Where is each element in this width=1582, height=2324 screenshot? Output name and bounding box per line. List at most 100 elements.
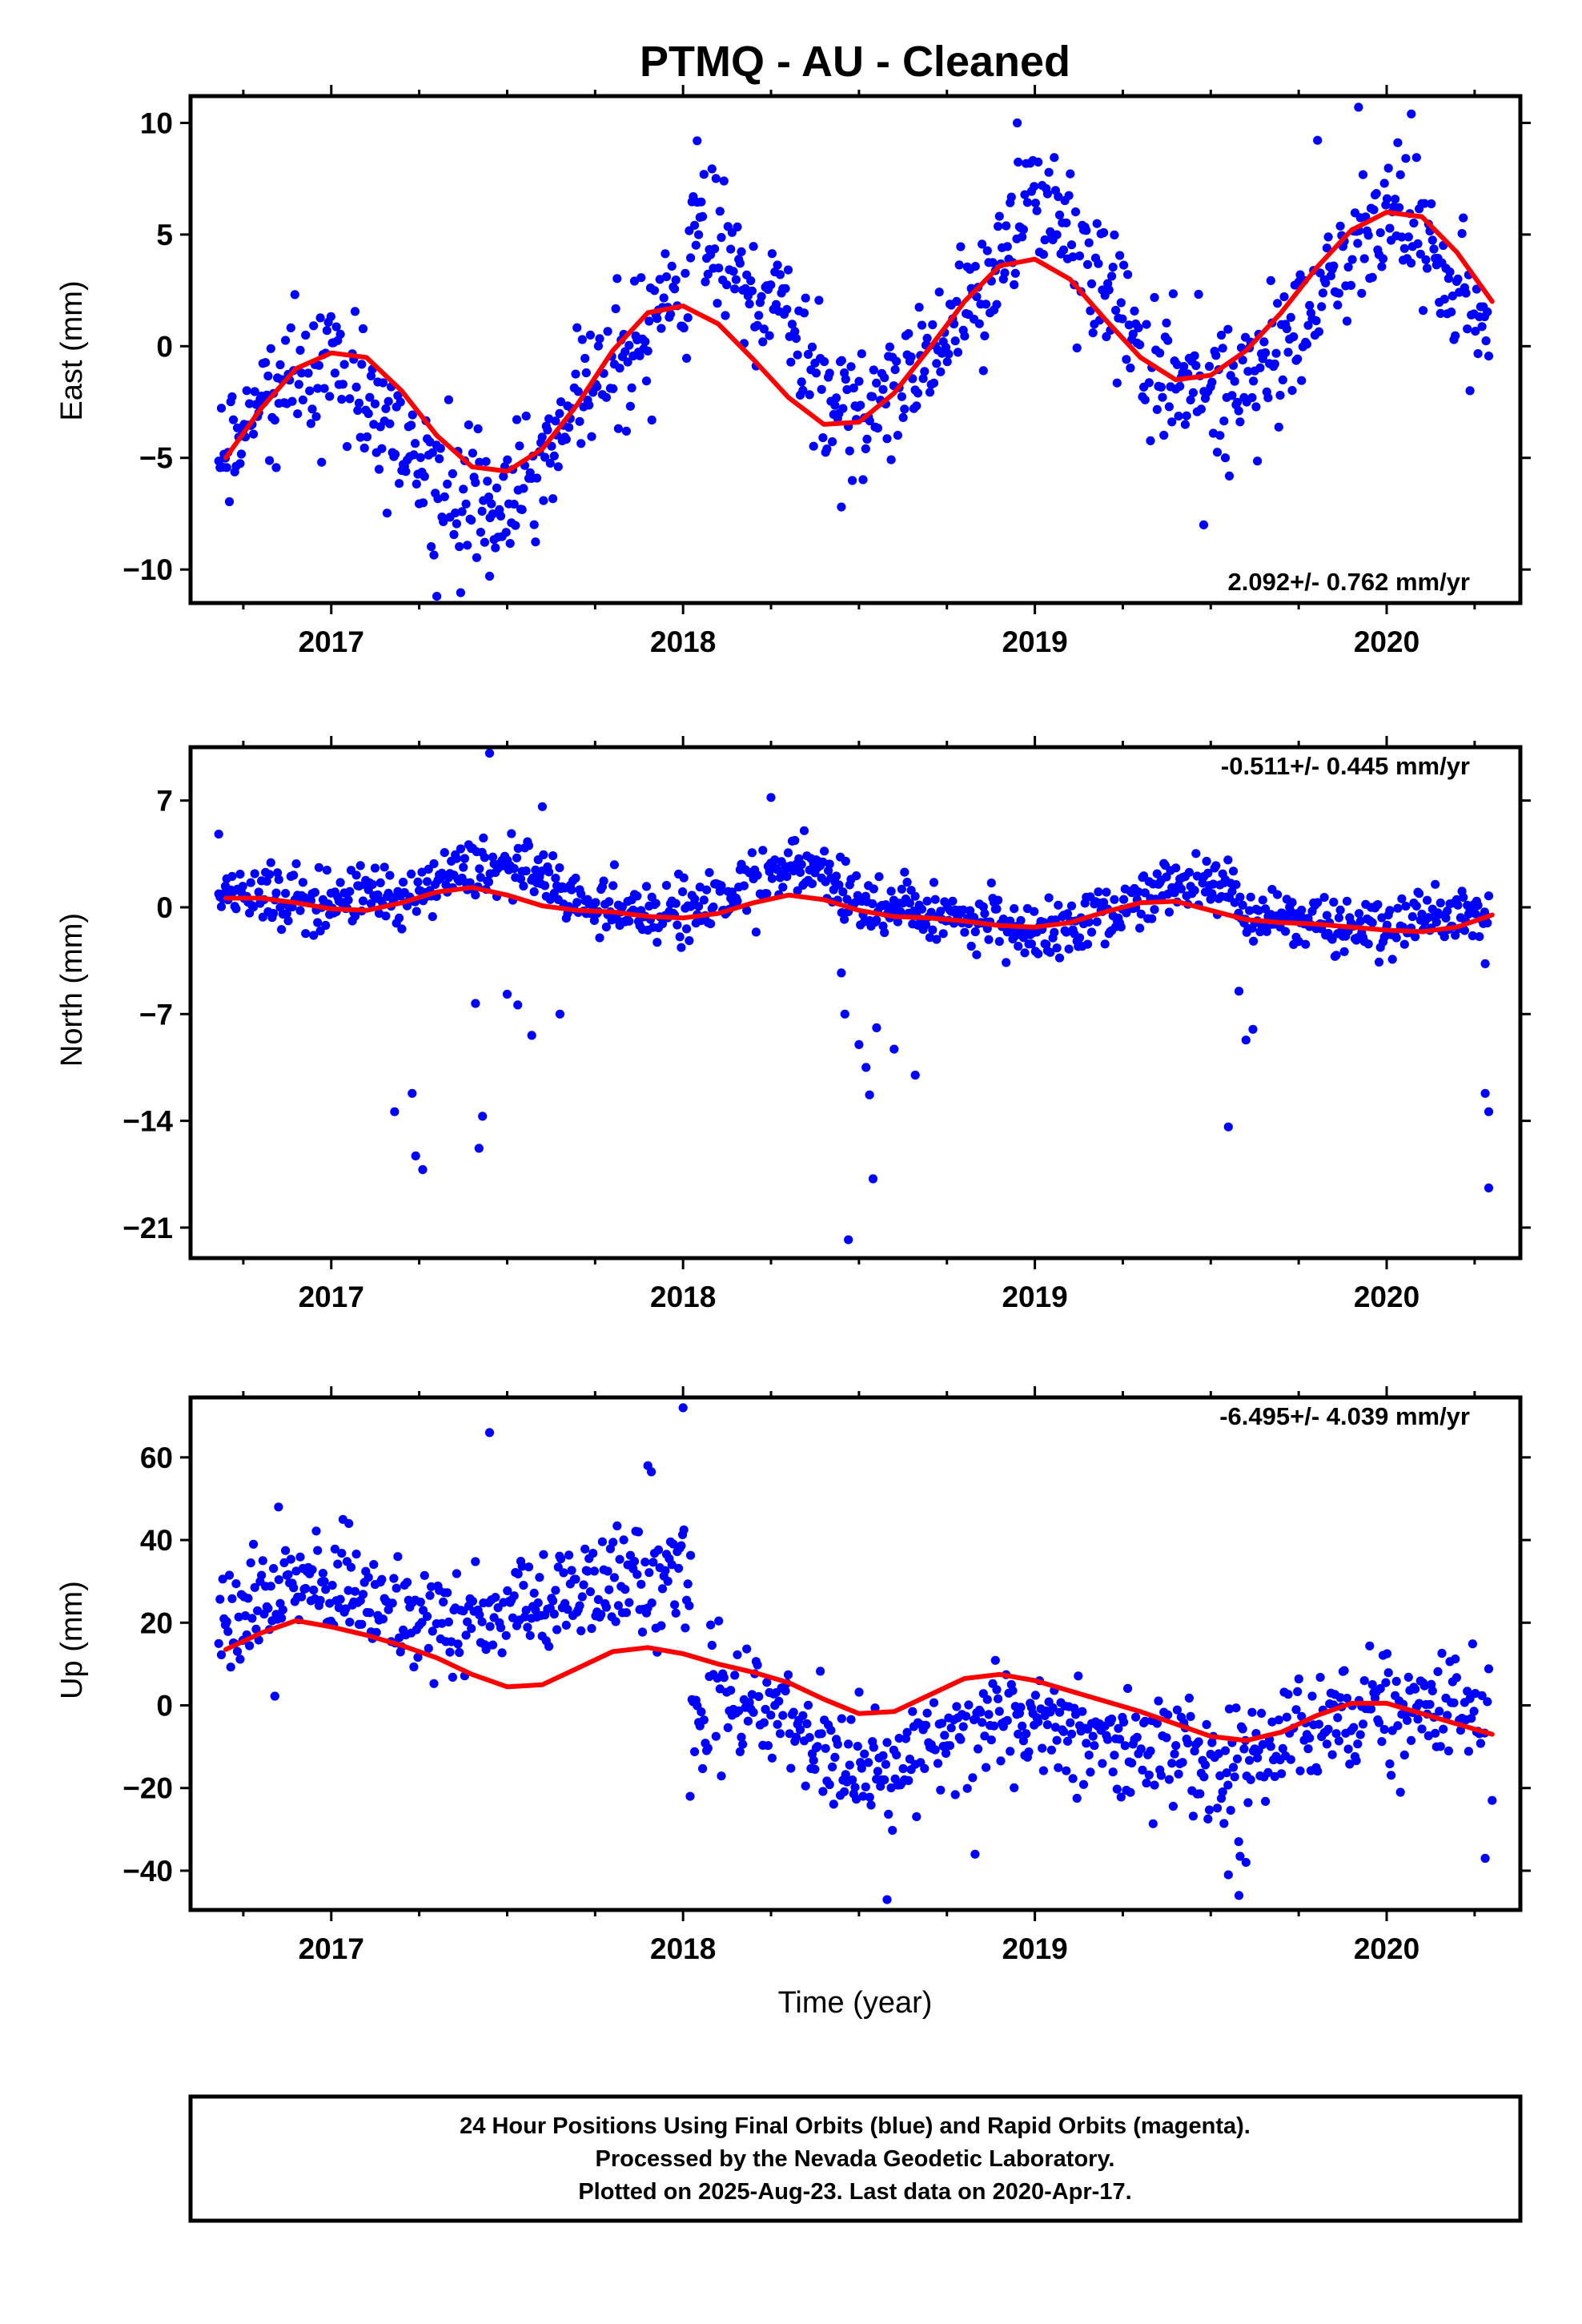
north-data-point xyxy=(1342,896,1352,906)
east-data-point xyxy=(1070,207,1081,217)
up-data-point xyxy=(1219,1819,1229,1828)
up-data-point xyxy=(253,1606,263,1615)
north-outlier-point xyxy=(411,1151,420,1160)
north-outlier-point xyxy=(1234,987,1244,996)
up-data-point xyxy=(825,1779,834,1790)
up-data-point xyxy=(801,1781,810,1791)
east-data-point xyxy=(722,280,732,290)
up-data-point xyxy=(393,1552,403,1562)
east-data-point xyxy=(381,404,391,413)
up-data-point xyxy=(1119,1717,1129,1727)
east-data-point xyxy=(420,472,429,481)
up-data-point xyxy=(683,1579,693,1589)
north-data-point xyxy=(739,881,749,891)
east-data-point xyxy=(1375,228,1385,238)
up-data-point xyxy=(567,1566,576,1575)
footer-line-1: 24 Hour Positions Using Final Orbits (bl… xyxy=(460,2113,1251,2139)
up-data-point xyxy=(1162,1733,1171,1743)
up-data-point xyxy=(521,1606,531,1615)
north-data-point xyxy=(972,950,982,959)
up-data-point xyxy=(1148,1819,1158,1828)
east-data-point xyxy=(1407,258,1416,268)
east-data-point xyxy=(1247,392,1257,403)
east-data-point xyxy=(982,300,991,309)
north-data-point xyxy=(869,884,878,894)
east-data-point xyxy=(585,330,596,340)
up-data-point xyxy=(501,1630,511,1640)
east-data-point xyxy=(920,367,930,376)
up-data-point xyxy=(269,1564,279,1574)
east-data-point xyxy=(322,326,331,336)
north-data-point xyxy=(395,913,404,923)
east-data-point xyxy=(1477,322,1487,332)
up-data-point xyxy=(1245,1755,1255,1765)
east-data-point xyxy=(992,300,1002,309)
up-data-point xyxy=(698,1763,708,1774)
up-outlier-point xyxy=(1488,1795,1497,1805)
north-data-point xyxy=(790,835,800,846)
east-data-point xyxy=(980,331,990,340)
east-data-point xyxy=(543,425,552,435)
east-data-point xyxy=(1385,223,1395,233)
up-axes: 60 40 20 0 −20 −40 2017 2018 2019 2020 xyxy=(122,1386,1531,1965)
north-data-point xyxy=(513,843,523,853)
north-outlier-point xyxy=(1484,1183,1494,1192)
east-data-point xyxy=(339,360,349,369)
east-data-point xyxy=(222,463,231,472)
east-data-point xyxy=(287,396,297,406)
east-fit-line xyxy=(223,210,1495,474)
north-data-point xyxy=(555,863,564,873)
east-data-point xyxy=(281,336,291,345)
up-outlier-point xyxy=(1234,1891,1244,1900)
east-data-point xyxy=(1346,280,1356,290)
up-data-point xyxy=(327,1581,337,1590)
north-data-point xyxy=(1140,888,1150,898)
north-data-point xyxy=(1397,894,1407,903)
east-data-point xyxy=(803,349,813,360)
east-data-point xyxy=(385,419,395,428)
north-data-point xyxy=(742,906,752,915)
north-data-point xyxy=(1223,855,1233,865)
north-outlier-point xyxy=(527,1031,536,1040)
up-data-point xyxy=(1239,1744,1249,1754)
east-y-tick-label: 0 xyxy=(156,330,173,363)
north-data-point xyxy=(1054,953,1065,963)
up-fit-line xyxy=(223,1618,1495,1743)
east-data-point xyxy=(305,386,315,396)
east-data-point xyxy=(503,455,512,464)
east-data-point xyxy=(936,367,946,376)
up-data-point xyxy=(648,1558,658,1567)
east-data-point xyxy=(1082,226,1091,235)
up-data-point xyxy=(1199,1772,1209,1782)
up-data-point xyxy=(270,1691,279,1701)
north-outlier-point xyxy=(910,1070,920,1080)
east-data-point xyxy=(754,311,764,320)
north-data-point xyxy=(747,848,757,858)
east-data-point xyxy=(242,386,251,396)
north-data-point xyxy=(820,846,829,856)
east-data-point xyxy=(1122,355,1131,364)
up-data-point xyxy=(1172,1705,1182,1715)
east-data-point xyxy=(249,429,259,439)
up-data-point xyxy=(982,1763,991,1772)
up-data-point xyxy=(335,1594,345,1604)
up-data-point xyxy=(1066,1729,1077,1739)
north-y-tick-label: −7 xyxy=(139,998,173,1031)
up-data-point xyxy=(1046,1745,1056,1755)
east-data-point xyxy=(861,444,870,454)
east-data-point xyxy=(814,296,824,305)
east-data-point xyxy=(878,384,888,394)
up-data-point xyxy=(670,1600,680,1610)
north-outlier-point xyxy=(555,1009,565,1019)
east-data-point xyxy=(297,368,307,378)
north-outlier-point xyxy=(418,1164,428,1175)
east-data-point xyxy=(701,277,710,287)
up-data-point xyxy=(337,1549,347,1558)
east-data-point xyxy=(1216,330,1227,340)
north-data-point xyxy=(266,858,275,867)
up-data-point xyxy=(389,1574,399,1583)
east-data-point xyxy=(869,365,878,375)
north-data-point xyxy=(930,895,940,904)
east-data-point xyxy=(1062,218,1071,227)
north-data-point xyxy=(519,881,528,891)
